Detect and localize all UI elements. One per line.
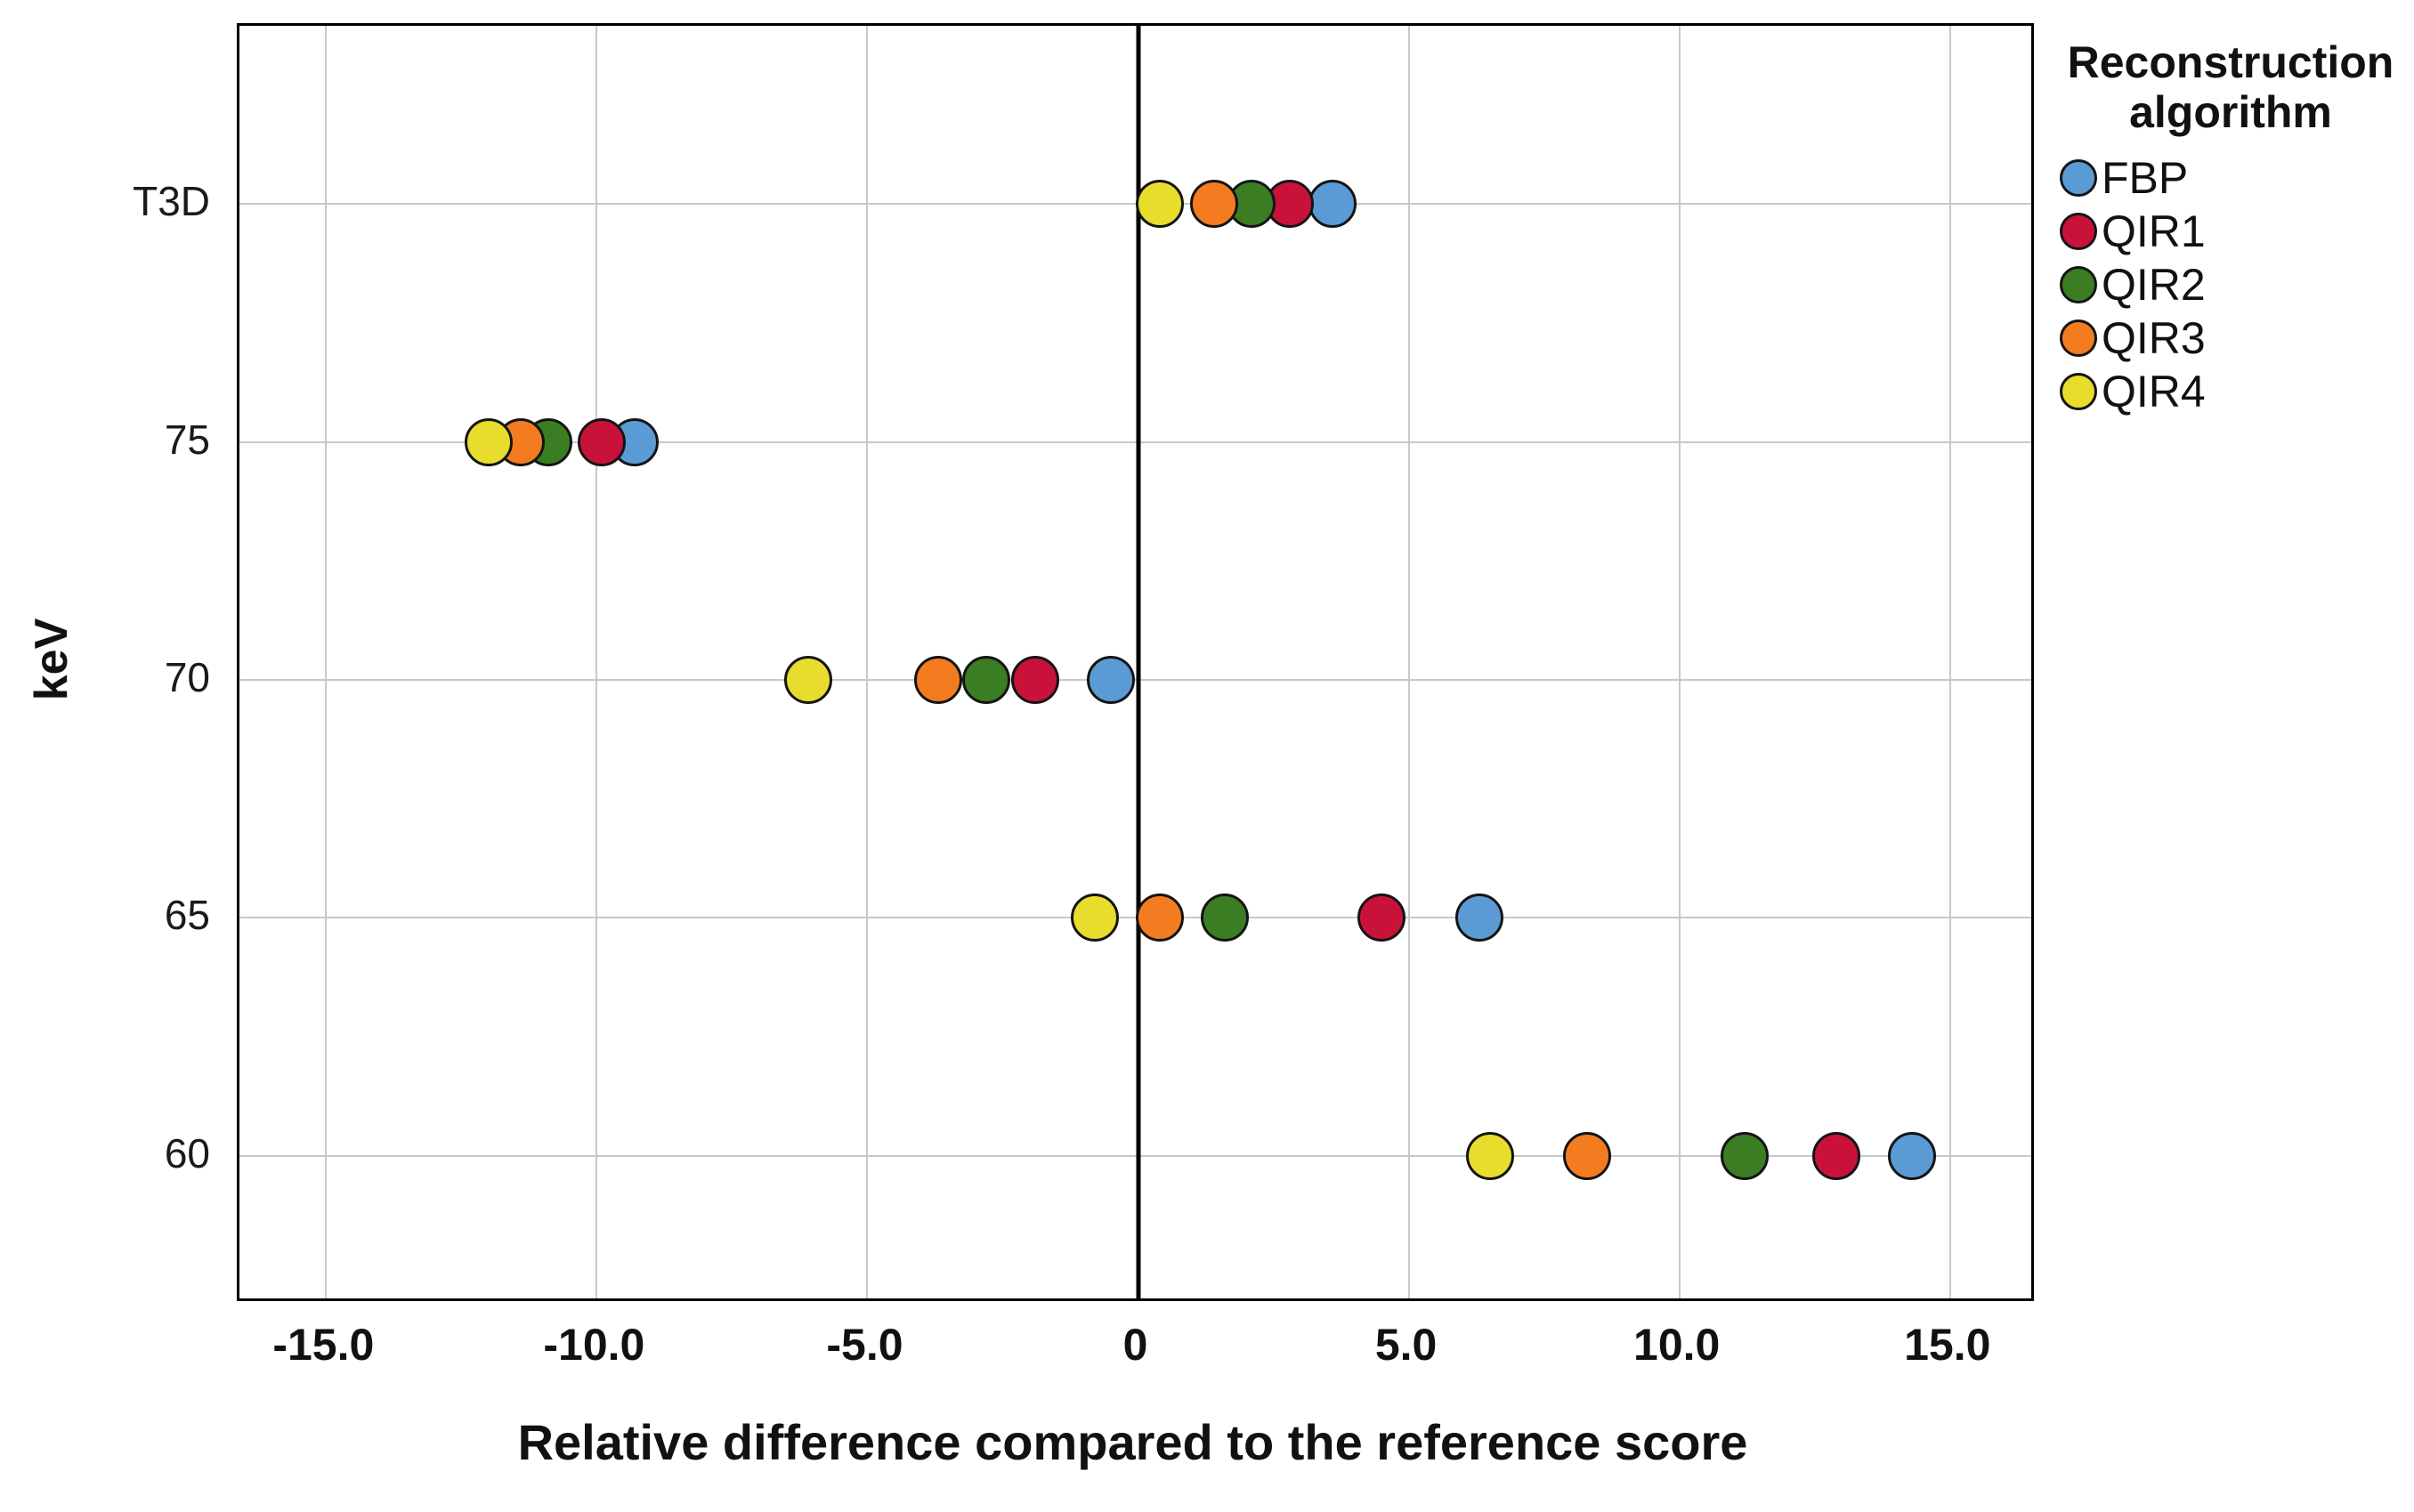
vertical-gridline: [1948, 26, 1951, 1298]
y-axis-title: keV: [26, 618, 77, 701]
vertical-gridline: [595, 26, 598, 1298]
data-point-qir4-65: [1070, 893, 1119, 942]
fbp-color-swatch-icon: [2060, 159, 2097, 197]
data-point-fbp-65: [1454, 893, 1503, 942]
data-point-qir3-60: [1563, 1131, 1612, 1180]
y-tick-label: T3D: [133, 178, 210, 225]
qir4-color-swatch-icon: [2060, 373, 2097, 410]
horizontal-gridline: [239, 203, 2031, 206]
x-tick-label: -10.0: [543, 1320, 645, 1370]
horizontal-gridline: [239, 1154, 2031, 1157]
data-point-fbp-t3d: [1308, 180, 1357, 229]
data-point-qir1-65: [1357, 893, 1406, 942]
data-point-fbp-70: [1087, 656, 1136, 705]
legend-item-fbp: FBP: [2060, 151, 2409, 205]
horizontal-gridline: [239, 679, 2031, 682]
horizontal-gridline: [239, 441, 2031, 443]
y-tick-label: 75: [164, 416, 210, 463]
x-tick-label: 0: [1122, 1320, 1148, 1370]
data-point-qir1-75: [578, 417, 627, 466]
horizontal-gridline: [239, 917, 2031, 919]
qir3-color-swatch-icon: [2060, 319, 2097, 357]
data-point-qir4-t3d: [1135, 180, 1184, 229]
plot-area: [237, 23, 2034, 1301]
x-tick-label: 5.0: [1374, 1320, 1438, 1370]
y-axis-tick-labels: T3D 75 70 65 60: [0, 23, 223, 1296]
qir2-color-swatch-icon: [2060, 266, 2097, 303]
vertical-gridline: [1407, 26, 1410, 1298]
data-point-qir2-70: [962, 656, 1011, 705]
x-axis-tick-labels: -15.0 -10.0 -5.0 0 5.0 10.0 15.0: [237, 1319, 2029, 1381]
legend-label: QIR3: [2102, 313, 2206, 363]
qir1-color-swatch-icon: [2060, 213, 2097, 250]
y-tick-label: 70: [164, 654, 210, 701]
data-point-qir1-60: [1812, 1131, 1861, 1180]
vertical-gridline: [866, 26, 869, 1298]
data-point-qir2-65: [1200, 893, 1249, 942]
data-point-fbp-60: [1888, 1131, 1937, 1180]
data-point-qir4-70: [783, 656, 832, 705]
x-tick-label: -15.0: [272, 1320, 375, 1370]
x-tick-label: 15.0: [1904, 1320, 1991, 1370]
legend-item-qir2: QIR2: [2060, 258, 2409, 311]
legend-item-qir4: QIR4: [2060, 365, 2409, 418]
legend-items: FBP QIR1 QIR2 QIR3 QIR4: [2053, 151, 2409, 418]
legend-label: QIR1: [2102, 206, 2206, 256]
vertical-gridline: [1678, 26, 1681, 1298]
legend: Reconstruction algorithm FBP QIR1 QIR2 QIR3…: [2053, 37, 2409, 418]
y-tick-label: 60: [164, 1129, 210, 1176]
data-point-qir4-60: [1465, 1131, 1514, 1180]
data-point-qir3-65: [1135, 893, 1184, 942]
legend-label: QIR4: [2102, 367, 2206, 416]
legend-title: Reconstruction algorithm: [2067, 37, 2394, 137]
data-point-qir1-70: [1010, 656, 1059, 705]
x-axis-title: Relative difference compared to the refe…: [517, 1414, 1748, 1470]
x-tick-label: 10.0: [1633, 1320, 1721, 1370]
legend-item-qir1: QIR1: [2060, 205, 2409, 258]
y-tick-label: 65: [164, 892, 210, 939]
legend-label: QIR2: [2102, 260, 2206, 310]
data-point-qir2-60: [1720, 1131, 1769, 1180]
data-point-qir3-t3d: [1189, 180, 1238, 229]
zero-reference-line: [1136, 26, 1141, 1298]
data-point-qir4-75: [464, 417, 513, 466]
vertical-gridline: [325, 26, 328, 1298]
legend-item-qir3: QIR3: [2060, 311, 2409, 365]
x-tick-label: -5.0: [826, 1320, 903, 1370]
data-point-qir3-70: [913, 656, 962, 705]
legend-label: FBP: [2102, 153, 2189, 203]
